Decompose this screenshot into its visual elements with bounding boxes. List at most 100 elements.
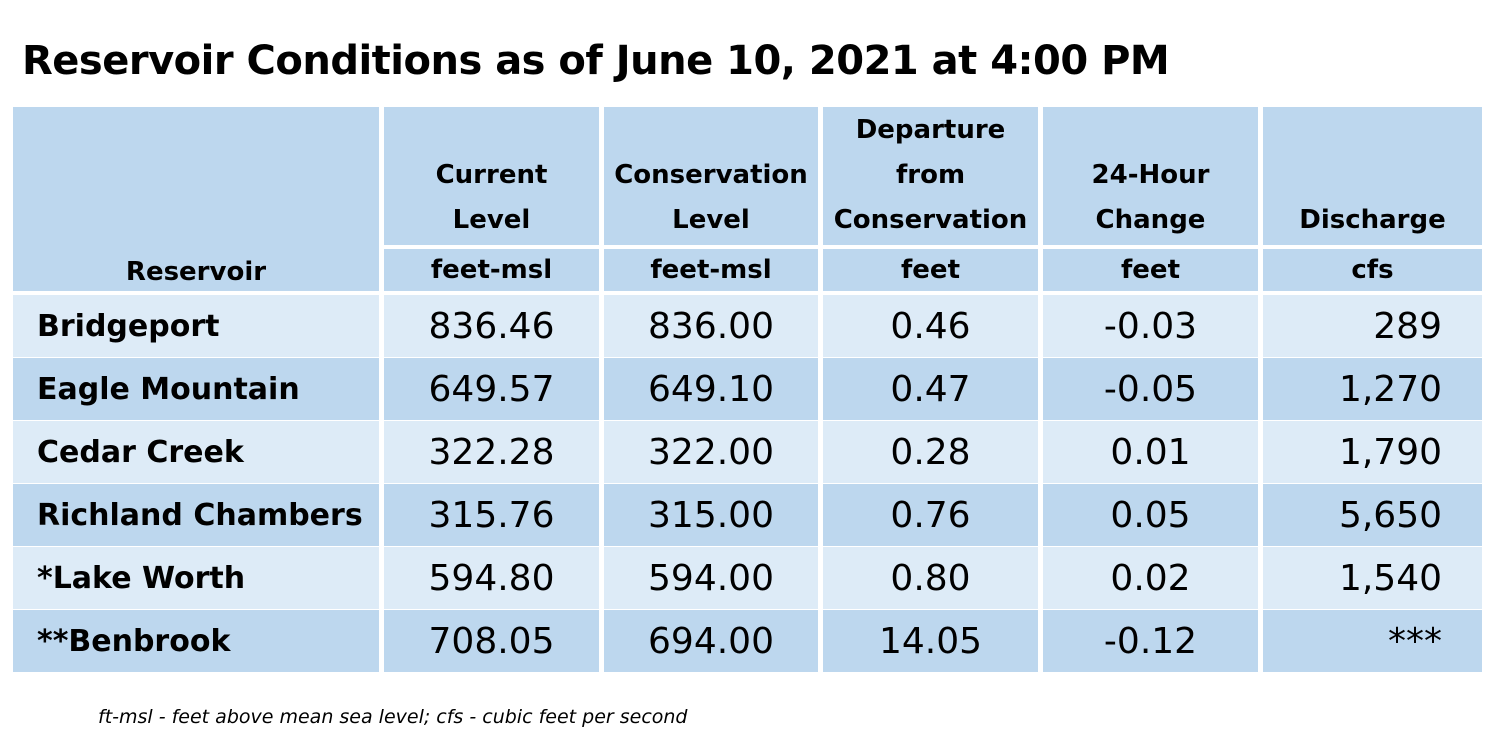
table-cell: 694.00 xyxy=(604,610,818,672)
column-header-line: from xyxy=(895,160,966,190)
table-row-name-cell: Bridgeport xyxy=(13,295,379,357)
reservoir-name: *Lake Worth xyxy=(37,560,246,596)
table-cell: 649.57 xyxy=(384,358,599,420)
column-header-line: 24-Hour xyxy=(1091,160,1210,190)
cell-value: 694.00 xyxy=(648,620,774,662)
header-reservoir-cell: Reservoir xyxy=(13,107,379,291)
table-cell: 0.80 xyxy=(823,547,1038,609)
table-cell: 1,540 xyxy=(1263,547,1482,609)
table-cell: -0.12 xyxy=(1043,610,1258,672)
table-row-name-cell: Eagle Mountain xyxy=(13,358,379,420)
table-row-name-cell: **Benbrook xyxy=(13,610,379,672)
cell-value: 0.47 xyxy=(890,368,971,410)
cell-value: -0.03 xyxy=(1103,305,1198,347)
reservoir-name: Bridgeport xyxy=(37,308,220,344)
table-cell: 0.05 xyxy=(1043,484,1258,546)
unit-cell: feet-msl xyxy=(604,249,818,291)
cell-value: *** xyxy=(1388,620,1442,662)
reservoir-name: **Benbrook xyxy=(37,623,231,659)
cell-value: 594.00 xyxy=(648,557,774,599)
table-cell: 649.10 xyxy=(604,358,818,420)
page-title: Reservoir Conditions as of June 10, 2021… xyxy=(22,38,1170,84)
footnote: ft-msl - feet above mean sea level; cfs … xyxy=(98,706,688,728)
cell-value: 322.28 xyxy=(428,431,555,473)
table-cell: -0.03 xyxy=(1043,295,1258,357)
column-header-line: Change xyxy=(1095,205,1206,235)
header-cell: Conservation Level xyxy=(604,107,818,245)
table-cell: 0.76 xyxy=(823,484,1038,546)
column-unit: feet xyxy=(900,255,960,285)
table-cell: 0.28 xyxy=(823,421,1038,483)
table-cell: 836.00 xyxy=(604,295,818,357)
table-cell: 315.76 xyxy=(384,484,599,546)
table-cell: 0.47 xyxy=(823,358,1038,420)
cell-value: 0.80 xyxy=(890,557,971,599)
unit-cell: feet-msl xyxy=(384,249,599,291)
reservoir-name: Eagle Mountain xyxy=(37,371,300,407)
column-header-line: Departure xyxy=(855,115,1006,145)
cell-value: -0.05 xyxy=(1103,368,1198,410)
cell-value: 0.05 xyxy=(1110,494,1191,536)
column-unit: cfs xyxy=(1351,255,1394,285)
table-cell: 836.46 xyxy=(384,295,599,357)
cell-value: 315.76 xyxy=(428,494,555,536)
cell-value: 836.46 xyxy=(428,305,555,347)
table-cell: *** xyxy=(1263,610,1482,672)
cell-value: 289 xyxy=(1373,305,1442,347)
column-header-line: Discharge xyxy=(1299,205,1446,235)
cell-value: -0.12 xyxy=(1103,620,1198,662)
header-cell: Current Level xyxy=(384,107,599,245)
column-header-line: Conservation xyxy=(833,205,1028,235)
header-reservoir: Reservoir xyxy=(125,257,267,287)
cell-value: 0.02 xyxy=(1110,557,1191,599)
table-cell: 594.80 xyxy=(384,547,599,609)
cell-value: 649.10 xyxy=(648,368,774,410)
header-cell: 24-Hour Change xyxy=(1043,107,1258,245)
column-unit: feet-msl xyxy=(650,255,772,285)
unit-cell: feet xyxy=(823,249,1038,291)
cell-value: 315.00 xyxy=(648,494,774,536)
column-header-line: Level xyxy=(672,205,750,235)
header-cell: Discharge xyxy=(1263,107,1482,245)
column-header-line: Conservation xyxy=(614,160,808,190)
table-cell: -0.05 xyxy=(1043,358,1258,420)
table-cell: 1,270 xyxy=(1263,358,1482,420)
table-cell: 5,650 xyxy=(1263,484,1482,546)
cell-value: 0.28 xyxy=(890,431,971,473)
cell-value: 649.57 xyxy=(428,368,555,410)
cell-value: 1,270 xyxy=(1338,368,1442,410)
cell-value: 594.80 xyxy=(428,557,555,599)
reservoir-name: Cedar Creek xyxy=(37,434,244,470)
cell-value: 14.05 xyxy=(878,620,983,662)
table-cell: 594.00 xyxy=(604,547,818,609)
table-cell: 1,790 xyxy=(1263,421,1482,483)
table-cell: 14.05 xyxy=(823,610,1038,672)
cell-value: 708.05 xyxy=(428,620,555,662)
table-cell: 315.00 xyxy=(604,484,818,546)
cell-value: 0.76 xyxy=(890,494,971,536)
cell-value: 1,540 xyxy=(1338,557,1442,599)
table-cell: 0.46 xyxy=(823,295,1038,357)
cell-value: 0.01 xyxy=(1110,431,1191,473)
cell-value: 322.00 xyxy=(648,431,774,473)
header-cell: Departure from Conservation xyxy=(823,107,1038,245)
unit-cell: cfs xyxy=(1263,249,1482,291)
table-cell: 322.00 xyxy=(604,421,818,483)
column-header-line: Current xyxy=(435,160,548,190)
reservoir-name: Richland Chambers xyxy=(37,497,363,533)
column-unit: feet-msl xyxy=(430,255,553,285)
unit-cell: feet xyxy=(1043,249,1258,291)
column-unit: feet xyxy=(1120,255,1180,285)
table-row-name-cell: *Lake Worth xyxy=(13,547,379,609)
column-header-line: Level xyxy=(452,205,531,235)
cell-value: 836.00 xyxy=(648,305,774,347)
table-row-name-cell: Cedar Creek xyxy=(13,421,379,483)
reservoir-table: Reservoir Current Level feet-msl Conservatio… xyxy=(13,107,1482,673)
table-row-name-cell: Richland Chambers xyxy=(13,484,379,546)
table-cell: 708.05 xyxy=(384,610,599,672)
table-cell: 322.28 xyxy=(384,421,599,483)
cell-value: 5,650 xyxy=(1338,494,1442,536)
cell-value: 1,790 xyxy=(1338,431,1442,473)
cell-value: 0.46 xyxy=(890,305,971,347)
table-cell: 289 xyxy=(1263,295,1482,357)
